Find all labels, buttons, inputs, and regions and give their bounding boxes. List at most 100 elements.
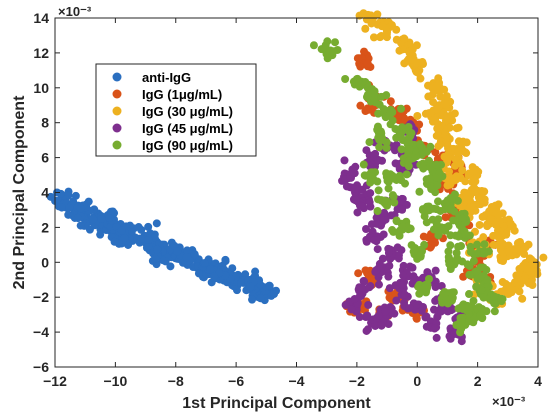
data-point-cloud [374,109,383,118]
data-point-cloud [456,321,465,330]
data-point-cloud [362,326,371,335]
data-point-cloud [431,283,440,292]
data-point-cloud [422,218,431,227]
data-point-cloud [377,22,386,31]
data-point-cloud [363,90,372,99]
data-point-cloud [85,225,94,234]
data-point-cloud [144,222,153,231]
data-point-cloud [395,231,404,240]
data-point-cloud [524,240,533,249]
data-point-cloud [377,321,386,330]
data-point-cloud [369,93,378,102]
data-point-cloud [409,247,418,256]
data-point-cloud [251,271,260,280]
data-point-cloud [494,210,503,219]
data-point-cloud [475,220,484,229]
data-point-cloud [422,205,431,214]
data-point-cloud [480,249,489,258]
data-point-cloud [505,247,514,256]
data-point-cloud [166,262,175,271]
data-point-cloud [377,92,386,101]
legend-marker [112,72,122,82]
data-point-cloud [433,131,442,140]
data-point-cloud [486,215,495,224]
data-point-cloud [392,25,401,34]
data-point-cloud [431,296,440,305]
legend-label: IgG (1μg/mL) [142,87,222,102]
legend-box [95,63,257,157]
data-point-cloud [221,255,230,264]
data-point-cloud [456,159,465,168]
data-point-cloud [465,169,474,178]
data-point-cloud [372,266,381,275]
data-point-cloud [396,130,405,139]
data-point-cloud [341,300,350,309]
data-point-cloud [447,194,456,203]
data-point-cloud [400,290,409,299]
data-point-cloud [384,184,393,193]
data-point-cloud [478,187,487,196]
data-point-cloud [385,261,394,270]
data-point-cloud [518,294,527,303]
data-point-cloud [512,245,521,254]
data-point-cloud [373,245,382,254]
data-point-cloud [392,216,401,225]
data-point-cloud [470,314,479,323]
data-point-cloud [89,215,98,224]
data-point-cloud [384,248,393,257]
data-point-cloud [419,164,428,173]
data-point-cloud [397,104,406,113]
data-point-cloud [365,198,374,207]
x-tick-label: −10 [104,373,128,389]
data-point-cloud [97,215,106,224]
x-tick-label: −4 [289,373,305,389]
data-point-cloud [409,272,418,281]
y-tick-label: 0 [41,254,49,270]
data-point-cloud [382,143,391,152]
data-point-cloud [478,304,487,313]
legend-marker [112,140,122,150]
data-point-cloud [354,269,363,278]
data-point-cloud [404,225,413,234]
data-point-cloud [161,257,170,266]
data-point-cloud [329,47,338,56]
x-tick-label: −8 [168,373,184,389]
data-point-cloud [323,54,332,63]
data-point-cloud [432,105,441,114]
data-point-cloud [445,260,454,269]
data-point-cloud [366,162,375,171]
data-point-cloud [389,172,398,181]
data-point-cloud [194,269,203,278]
data-point-cloud [488,204,497,213]
data-point-cloud [363,59,372,68]
data-point-cloud [502,230,511,239]
data-point-cloud [367,172,376,181]
data-point-cloud [413,111,422,120]
data-point-cloud [497,294,506,303]
data-point-cloud [359,277,368,286]
data-point-cloud [479,293,488,302]
data-point-cloud [491,220,500,229]
data-point-cloud [407,129,416,138]
y-tick-label: 12 [33,45,49,61]
legend-label: IgG (90 μg/mL) [142,138,233,153]
data-point-cloud [362,225,371,234]
data-point-cloud [434,197,443,206]
data-point-cloud [388,191,397,200]
data-point-cloud [433,124,442,133]
data-point-cloud [400,34,409,43]
x-tick-label: 0 [413,373,421,389]
data-point-cloud [442,92,451,101]
data-point-cloud [471,177,480,186]
x-axis-label: 1st Principal Component [182,395,371,412]
x-scale-label: ×10⁻³ [492,394,526,409]
data-point-cloud [361,266,370,275]
data-point-cloud [173,247,182,256]
data-point-cloud [256,294,265,303]
data-point-cloud [380,196,389,205]
data-point-cloud [466,247,475,256]
data-point-cloud [370,236,379,245]
legend-marker [112,123,122,133]
data-point-cloud [236,278,245,287]
data-point-cloud [450,207,459,216]
